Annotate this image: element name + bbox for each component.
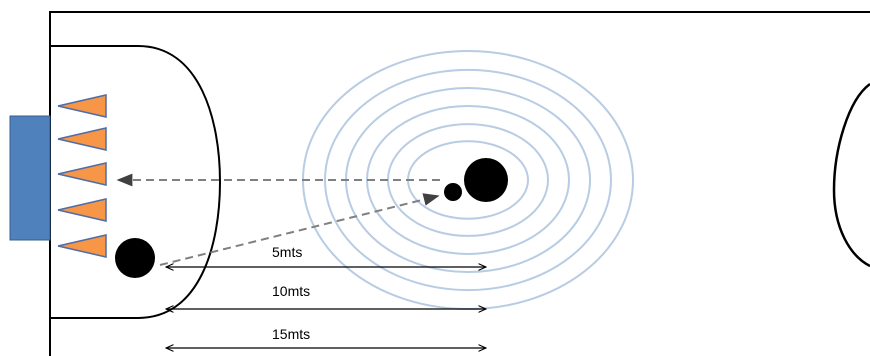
- emitter-cone-icon: [57, 127, 107, 151]
- dimension-label-15mts: 15mts: [272, 326, 310, 342]
- emitter-cone-icon: [57, 162, 107, 186]
- origin-dot: [115, 238, 155, 278]
- emitter-cone-icon: [57, 198, 107, 222]
- dimension-label-5mts: 5mts: [272, 244, 302, 260]
- sensor-zone: [50, 45, 222, 319]
- ripple-ring: [324, 68, 612, 292]
- sensor-panel: [9, 115, 51, 241]
- room-outline: [49, 11, 870, 356]
- emitter-array: [57, 94, 107, 258]
- large-target-dot: [464, 158, 508, 202]
- oval-object: [832, 82, 870, 268]
- small-target-dot: [444, 183, 462, 201]
- outgoing-dashed-arrow: [159, 193, 440, 266]
- dimension-label-10mts: 10mts: [272, 283, 310, 299]
- emitter-cone-icon: [57, 94, 107, 118]
- emitter-cone-icon: [57, 234, 107, 258]
